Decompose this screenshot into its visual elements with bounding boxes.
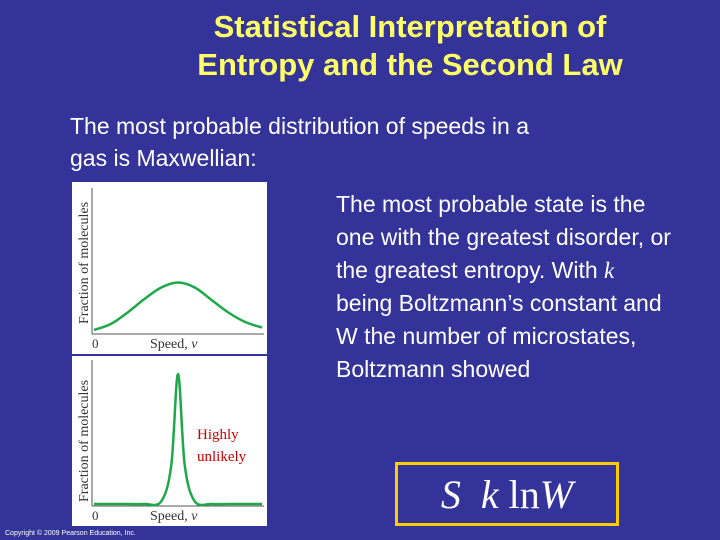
formula-k: k xyxy=(480,472,499,517)
explanation-part-1: The most probable state is the one with … xyxy=(336,191,671,283)
formula-s: S xyxy=(440,472,461,517)
boltzmann-formula-box: S k lnW xyxy=(395,462,619,526)
title-line-2: Entropy and the Second Law xyxy=(197,47,623,82)
annotation-line-1: Highly xyxy=(197,427,239,443)
intro-line-1: The most probable distribution of speeds… xyxy=(70,113,529,139)
origin-label: 0 xyxy=(92,508,99,523)
annotation-line-2: unlikely xyxy=(197,449,247,465)
maxwell-curve-broad xyxy=(93,281,263,332)
formula-w: W xyxy=(539,472,574,517)
graph-top-svg: Fraction of molecules 0 Speed, v xyxy=(77,188,264,352)
explanation-part-3: the number of microstates, Boltzmann sho… xyxy=(336,323,637,382)
copyright-notice: Copyright © 2009 Pearson Education, Inc. xyxy=(5,530,136,537)
origin-label: 0 xyxy=(92,336,99,351)
y-axis-label: Fraction of molecules xyxy=(77,202,92,324)
x-axis-label: Speed, v xyxy=(150,337,198,352)
maxwell-graph-top: Fraction of molecules 0 Speed, v xyxy=(72,182,267,354)
maxwell-curve-narrow xyxy=(94,372,262,507)
boltzmann-formula: S k lnW xyxy=(398,471,616,523)
graph-bottom-svg: Fraction of molecules 0 Speed, v Highly … xyxy=(77,360,264,524)
maxwell-graph-bottom: Fraction of molecules 0 Speed, v Highly … xyxy=(72,356,267,526)
entropy-explanation: The most probable state is the one with … xyxy=(336,188,676,386)
intro-line-2: gas is Maxwellian: xyxy=(70,145,257,171)
w-symbol: W xyxy=(336,323,358,349)
intro-text: The most probable distribution of speeds… xyxy=(70,110,670,174)
title-line-1: Statistical Interpretation of xyxy=(213,9,607,44)
formula-ln: ln xyxy=(508,472,540,517)
y-axis-label: Fraction of molecules xyxy=(77,380,92,502)
explanation-part-2: being Boltzmann’s constant and xyxy=(336,290,662,316)
slide-title: Statistical Interpretation of Entropy an… xyxy=(150,8,670,84)
x-axis-label: Speed, v xyxy=(150,509,198,524)
k-symbol: k xyxy=(604,258,615,283)
